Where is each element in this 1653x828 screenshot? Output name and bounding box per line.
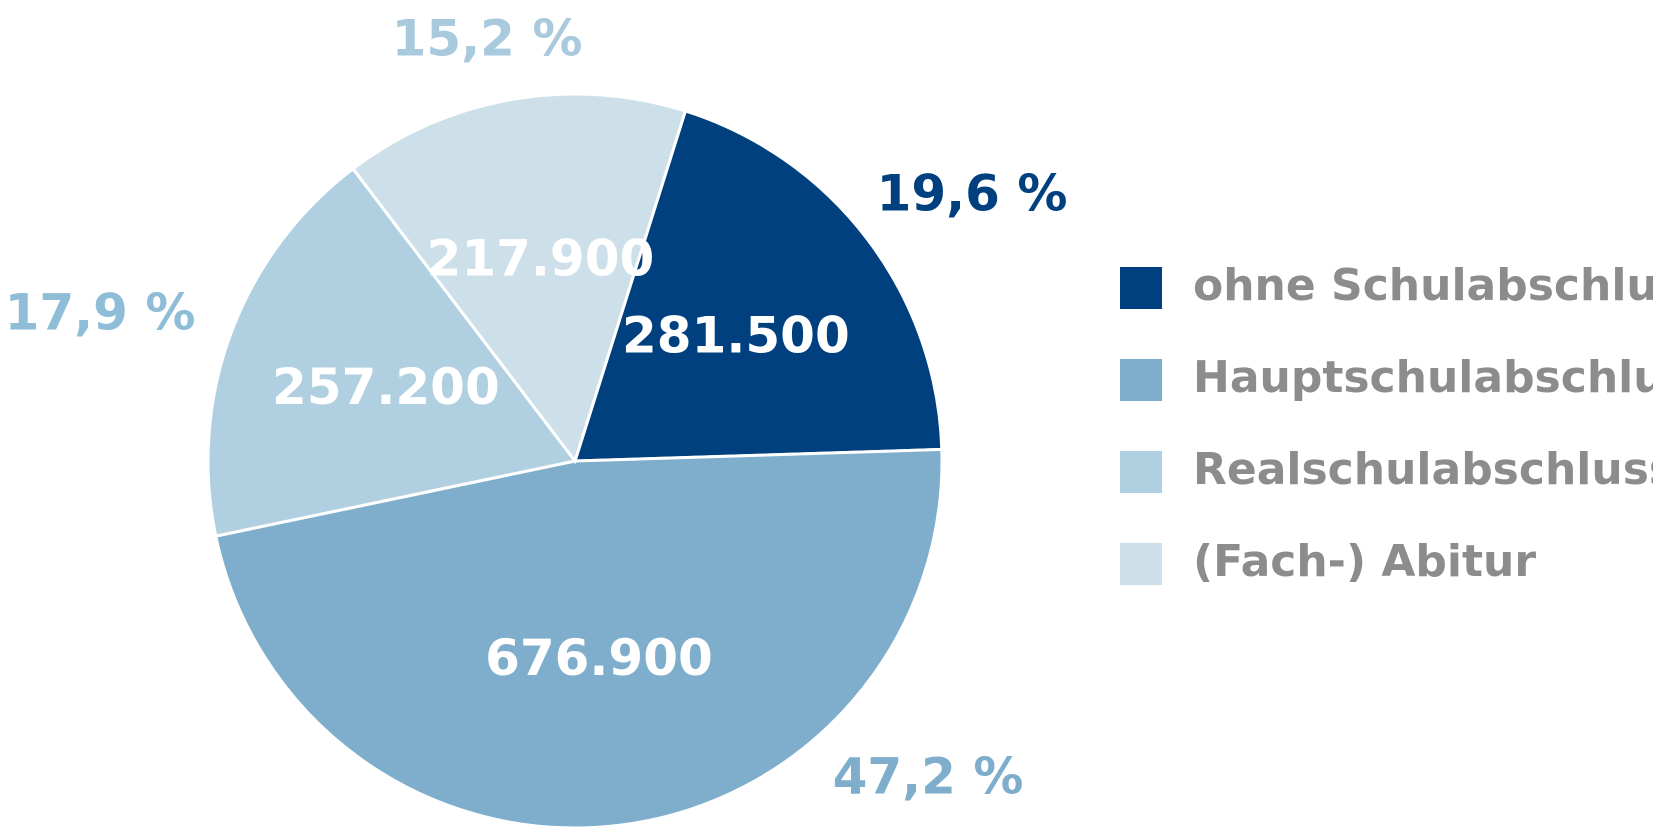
legend-swatch xyxy=(1120,451,1162,493)
pie-slice xyxy=(206,166,578,538)
pie-slice xyxy=(213,447,944,828)
slice-label: 257.200 xyxy=(272,358,500,416)
percent-label: 17,9 % xyxy=(5,284,196,342)
legend-swatch xyxy=(1120,359,1162,401)
pie-slice xyxy=(350,92,688,465)
legend-label: Hauptschulabschluss xyxy=(1193,352,1653,403)
slice-label: 281.500 xyxy=(622,307,850,365)
percent-label: 19,6 % xyxy=(877,165,1068,223)
legend-swatch xyxy=(1120,543,1162,585)
percent-label: 47,2 % xyxy=(833,748,1024,806)
legend-label: (Fach-) Abitur xyxy=(1193,536,1536,587)
pie-slice xyxy=(572,109,944,463)
legend-swatch xyxy=(1120,267,1162,309)
legend-label: ohne Schulabschluss xyxy=(1193,260,1653,311)
percent-label: 15,2 % xyxy=(392,10,583,68)
legend-label: Realschulabschluss xyxy=(1193,444,1653,495)
slice-label: 676.900 xyxy=(485,629,713,687)
slice-label: 217.900 xyxy=(427,230,655,288)
